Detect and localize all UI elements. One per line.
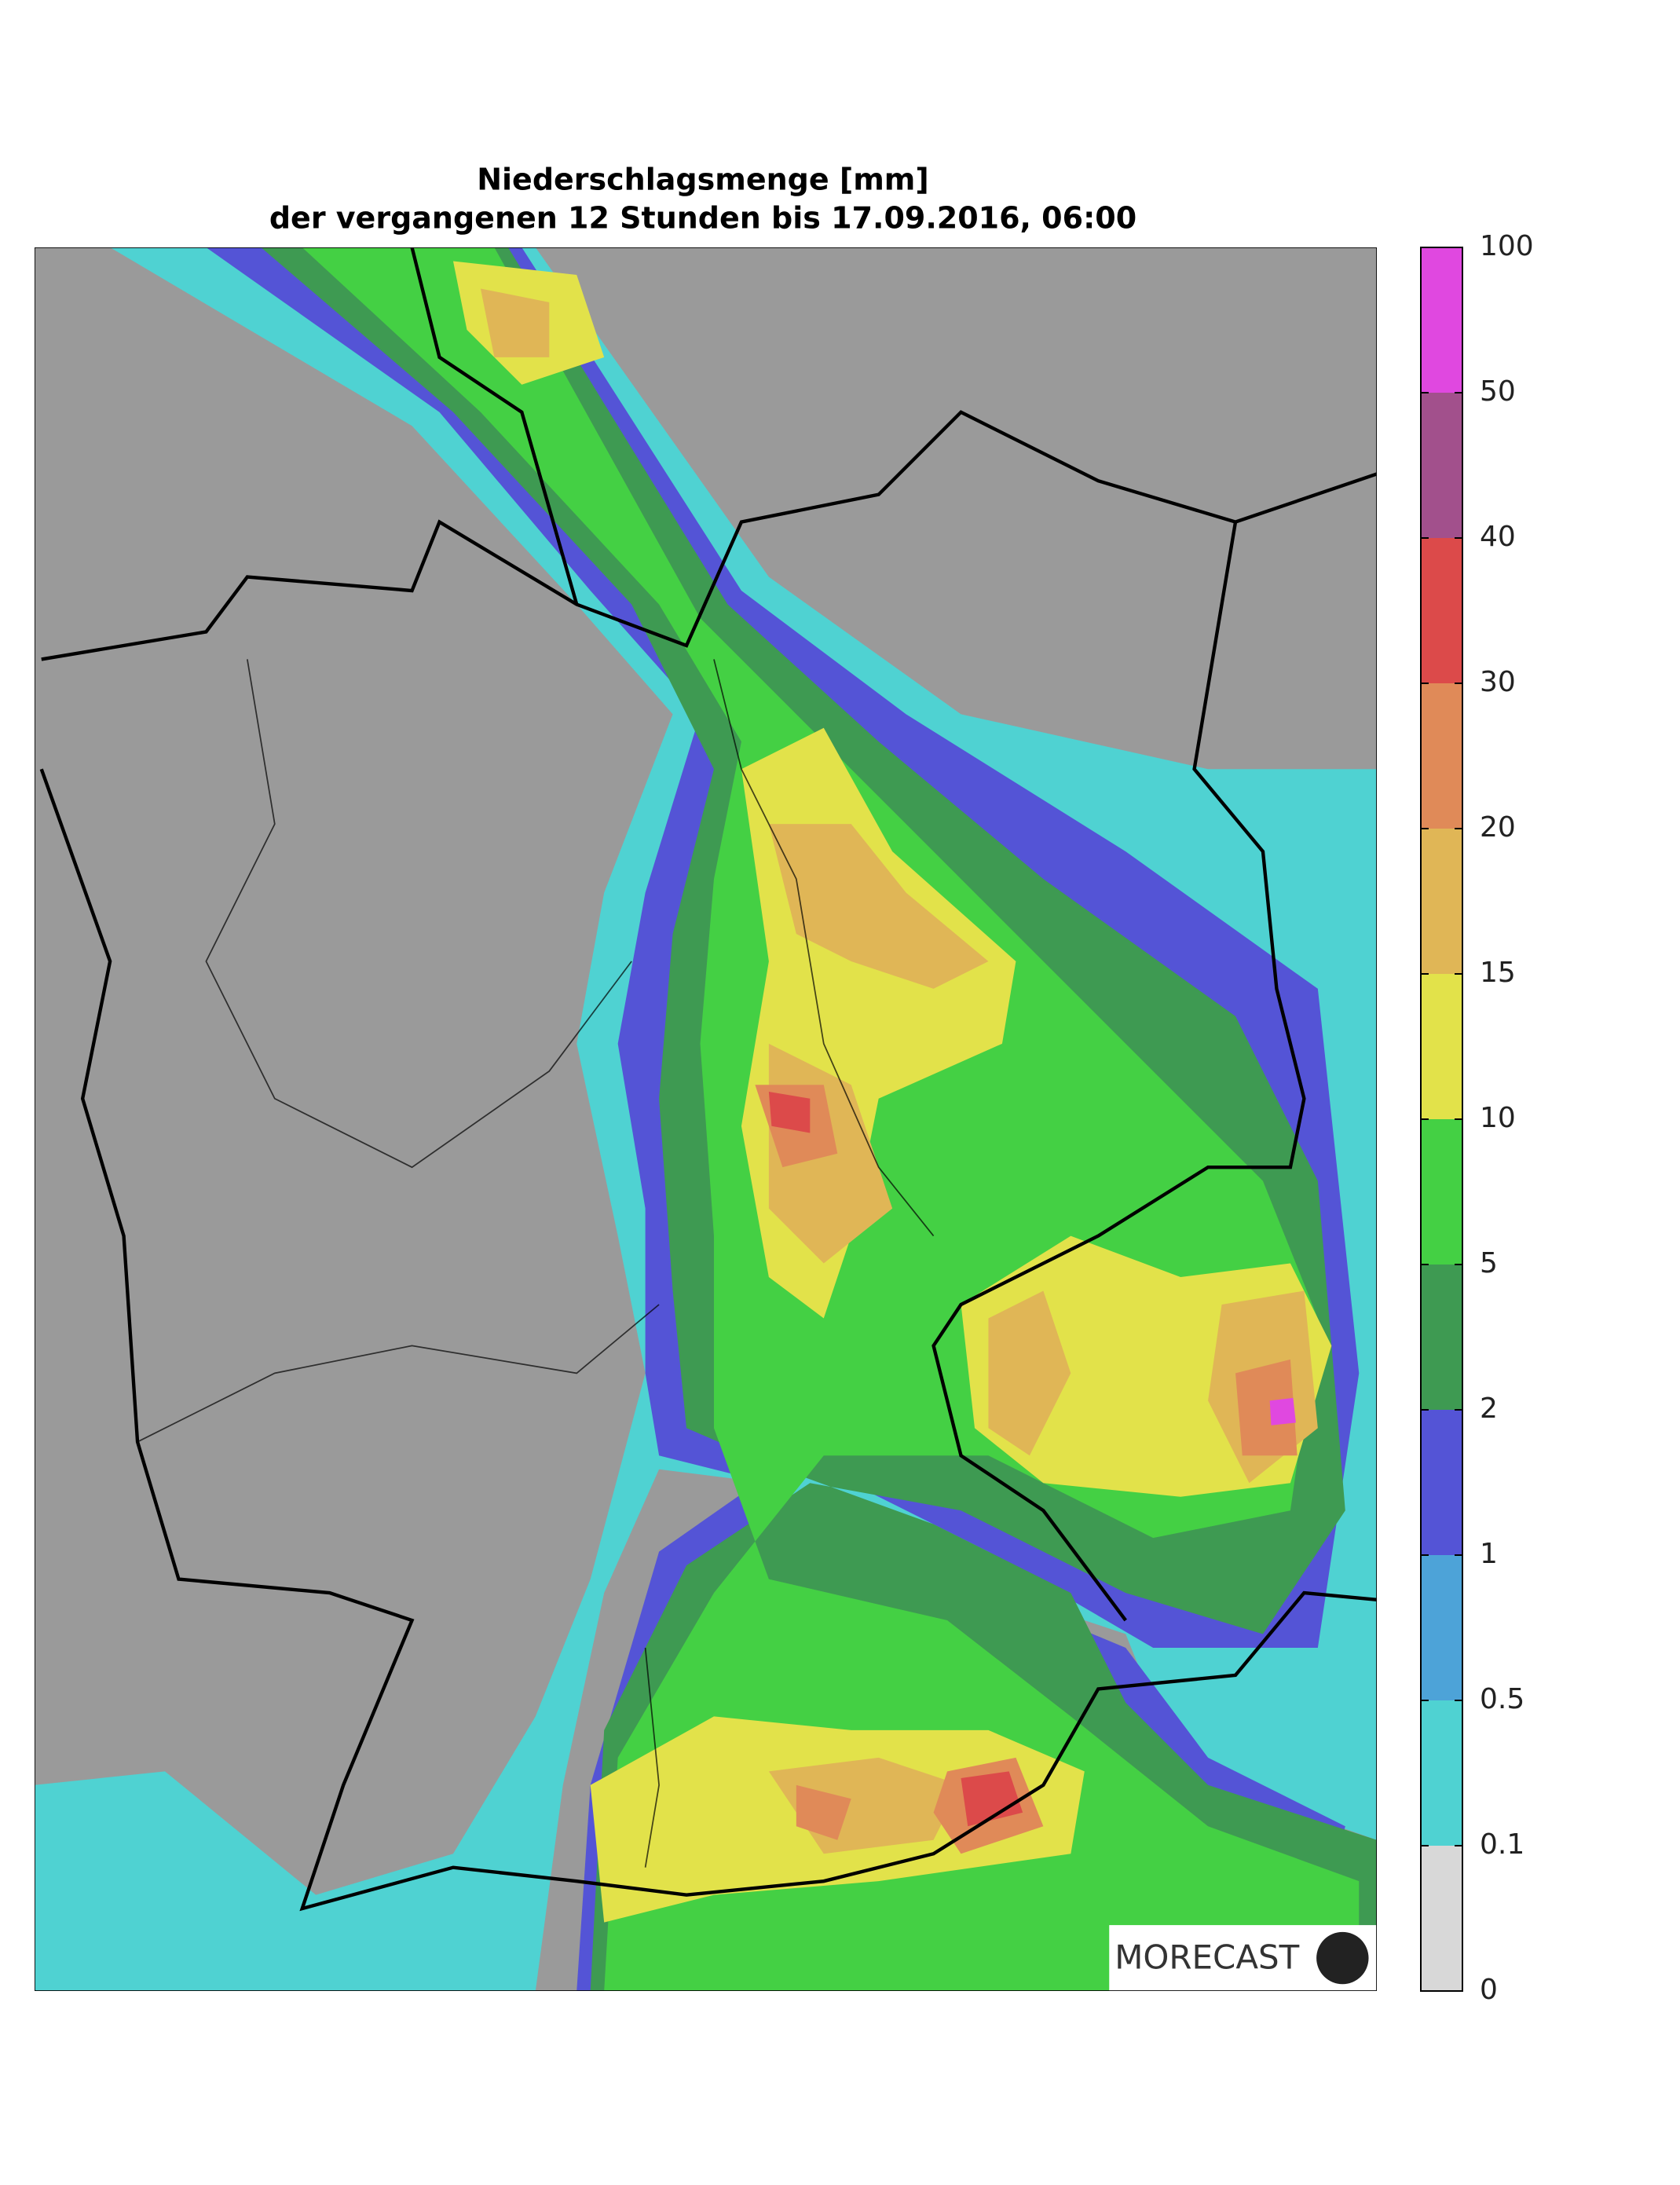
colorbar-tick-label: 30 — [1480, 666, 1516, 698]
title-line: Niederschlagsmenge [mm] — [477, 163, 929, 197]
precip-area — [452, 261, 1332, 1923]
colorbar-segment — [1421, 1846, 1462, 1991]
colorbar-segment — [1421, 247, 1462, 393]
colorbar-segment — [1421, 1119, 1462, 1265]
colorbar-tick-label: 0.1 — [1480, 1828, 1524, 1861]
colorbar-segment — [1421, 393, 1462, 538]
colorbar: 0 0.1 0.5 1 2 5 10 15 20 30 40 50 100 — [1420, 230, 1534, 2006]
colorbar-tick-label: 40 — [1480, 521, 1516, 553]
colorbar-tick-label: 2 — [1480, 1393, 1498, 1425]
logo: MORECAST — [1115, 1938, 1299, 1976]
colorbar-segment — [1421, 538, 1462, 683]
colorbar-tick-label: 0 — [1480, 1974, 1498, 2006]
precip-area — [1269, 1397, 1296, 1426]
colorbar-tick-label: 0.5 — [1480, 1683, 1524, 1715]
colorbar-tick-label: 15 — [1480, 957, 1516, 989]
logo-icon — [1316, 1931, 1369, 1985]
colorbar-tick-label: 20 — [1480, 811, 1516, 844]
colorbar-tick-label: 10 — [1480, 1102, 1516, 1134]
colorbar-segment — [1421, 683, 1462, 829]
colorbar-tick-label: 5 — [1480, 1247, 1498, 1279]
colorbar-tick-label: 100 — [1480, 230, 1534, 262]
colorbar-segment — [1421, 1410, 1462, 1555]
colorbar-segment — [1421, 1555, 1462, 1700]
colorbar-tick-label: 50 — [1480, 375, 1516, 408]
regional-borders — [137, 659, 935, 1868]
title-line: der vergangenen 12 Stunden bis 17.09.201… — [269, 201, 1136, 236]
colorbar-segment — [1421, 1700, 1462, 1846]
colorbar-tick-label: 1 — [1480, 1538, 1498, 1570]
map: MORECAST — [35, 247, 1377, 1991]
colorbar-segment — [1421, 1265, 1462, 1410]
colorbar-segment — [1421, 974, 1462, 1119]
colorbar-segment — [1421, 829, 1462, 974]
borders — [39, 247, 1377, 1912]
